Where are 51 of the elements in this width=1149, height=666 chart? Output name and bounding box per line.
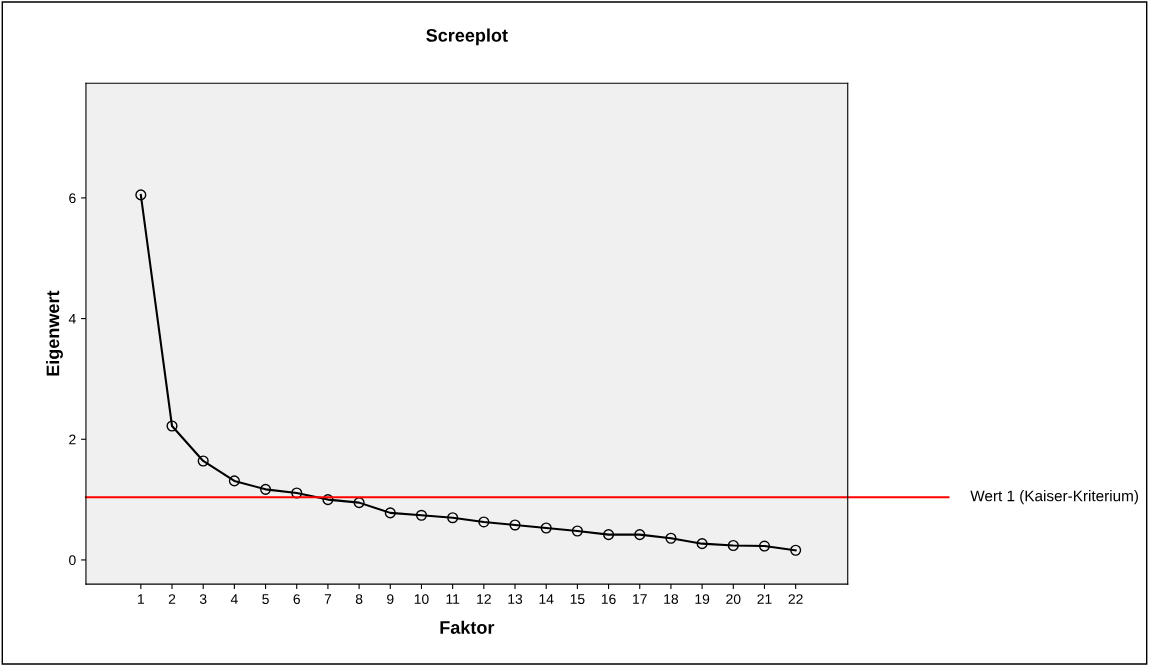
point	[228, 475, 240, 487]
chart-title: Screeplot	[426, 28, 508, 46]
x-tick-label: 3	[199, 594, 207, 605]
x-tick-label: 2	[168, 594, 176, 604]
x-tick-label: 12	[477, 594, 491, 604]
ref-line-label: Wert 1 (Kaiser-Kriterium)	[970, 490, 1138, 505]
point	[447, 512, 459, 524]
point	[322, 494, 334, 506]
y-tick-label: 2	[69, 434, 76, 445]
point	[197, 455, 209, 467]
point	[758, 540, 771, 552]
point	[603, 529, 615, 541]
point	[790, 544, 802, 556]
point	[509, 519, 521, 531]
x-tick-label: 21	[757, 594, 772, 604]
x-tick-label: 6	[293, 594, 300, 605]
point	[696, 538, 708, 550]
point	[478, 516, 490, 528]
point	[415, 509, 428, 521]
point	[135, 189, 147, 201]
y-tick-label: 6	[69, 193, 76, 204]
point	[166, 420, 178, 432]
point	[540, 522, 552, 534]
y-tick-label: 4	[68, 314, 76, 324]
point	[665, 532, 677, 544]
point	[571, 525, 583, 537]
y-axis-title: Eigenwert	[46, 290, 63, 376]
point	[384, 507, 396, 519]
y-tick-label: 0	[69, 555, 76, 566]
x-tick-label: 4	[230, 594, 238, 604]
x-tick-label: 9	[387, 594, 394, 605]
x-tick-label: 18	[664, 594, 679, 605]
x-tick-label: 16	[601, 594, 616, 605]
x-tick-label: 17	[633, 594, 647, 604]
point	[259, 483, 272, 495]
point	[634, 529, 646, 541]
point	[727, 539, 739, 552]
x-tick-label: 22	[788, 594, 803, 604]
x-tick-label: 13	[508, 594, 523, 605]
x-axis-title: Faktor	[440, 620, 495, 634]
x-tick-label: 20	[726, 594, 741, 605]
x-tick-label: 15	[570, 594, 585, 605]
x-tick-label: 19	[695, 594, 710, 605]
x-tick-label: 10	[414, 594, 429, 605]
x-tick-label: 1	[138, 594, 145, 604]
x-tick-label: 11	[446, 594, 460, 604]
x-tick-label: 14	[539, 594, 554, 604]
x-tick-label: 8	[355, 594, 363, 605]
point	[353, 497, 365, 509]
x-tick-label: 7	[324, 594, 332, 604]
x-tick-label: 5	[262, 594, 269, 605]
